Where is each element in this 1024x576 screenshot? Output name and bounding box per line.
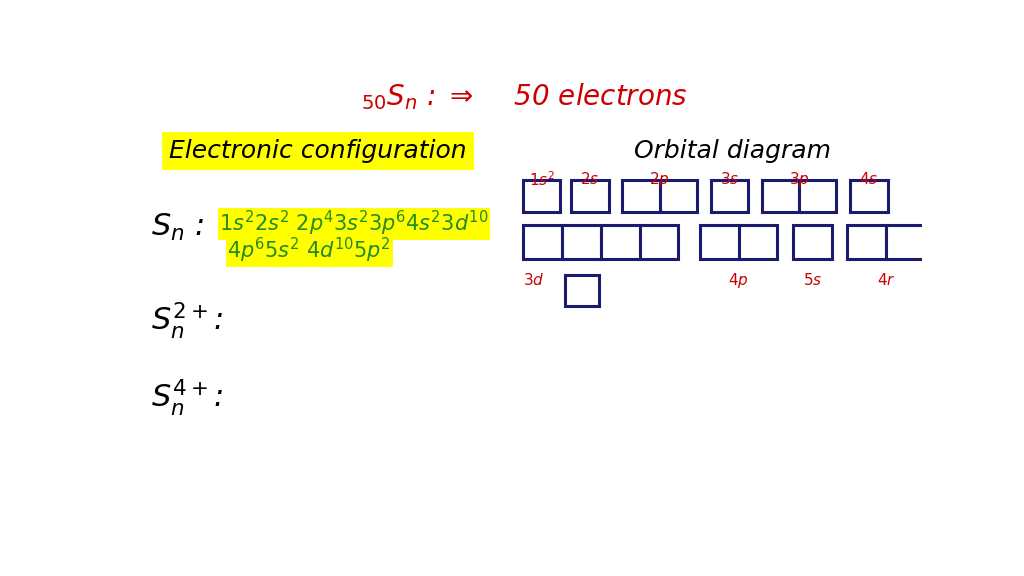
Bar	[793, 225, 831, 259]
Bar	[523, 225, 562, 259]
Text: Orbital diagram: Orbital diagram	[634, 139, 831, 163]
Bar	[762, 180, 799, 213]
Text: Electronic configuration: Electronic configuration	[169, 139, 467, 163]
Bar	[640, 225, 678, 259]
Bar	[562, 225, 601, 259]
Text: $S_n^{2+}$:: $S_n^{2+}$:	[152, 300, 223, 340]
Text: $S_n^{4+}$:: $S_n^{4+}$:	[152, 377, 223, 418]
Bar	[700, 225, 738, 259]
Bar	[738, 225, 777, 259]
Text: $2s$: $2s$	[581, 171, 600, 187]
Text: $3s$: $3s$	[720, 171, 739, 187]
Text: $4r$: $4r$	[877, 272, 895, 288]
Bar	[925, 225, 964, 259]
Bar	[711, 180, 748, 213]
Bar	[601, 225, 640, 259]
Bar	[523, 180, 560, 213]
Text: $S_n$ :: $S_n$ :	[152, 212, 205, 243]
Bar	[623, 180, 659, 213]
Text: $3d$: $3d$	[523, 272, 545, 288]
Text: $2p$: $2p$	[649, 170, 670, 189]
Text: $4s$: $4s$	[859, 171, 879, 187]
Text: $1s^22s^2\ 2p^43s^23p^64s^23d^{10}$: $1s^22s^2\ 2p^43s^23p^64s^23d^{10}$	[219, 209, 488, 238]
Bar	[659, 180, 697, 213]
Text: $_{50}S_n$ : $\Rightarrow$    50 electrons: $_{50}S_n$ : $\Rightarrow$ 50 electrons	[361, 81, 688, 112]
Bar	[847, 225, 886, 259]
Bar	[850, 180, 888, 213]
Text: $5s$: $5s$	[803, 272, 822, 288]
Text: $4p$: $4p$	[728, 271, 749, 290]
Text: $1s^2$: $1s^2$	[528, 170, 555, 188]
Text: $4p^65s^2\ 4d^{10}5p^2$: $4p^65s^2\ 4d^{10}5p^2$	[227, 236, 391, 266]
Bar	[565, 275, 599, 306]
Bar	[571, 180, 608, 213]
Bar	[886, 225, 925, 259]
Text: $3p$: $3p$	[788, 170, 810, 189]
Bar	[799, 180, 837, 213]
